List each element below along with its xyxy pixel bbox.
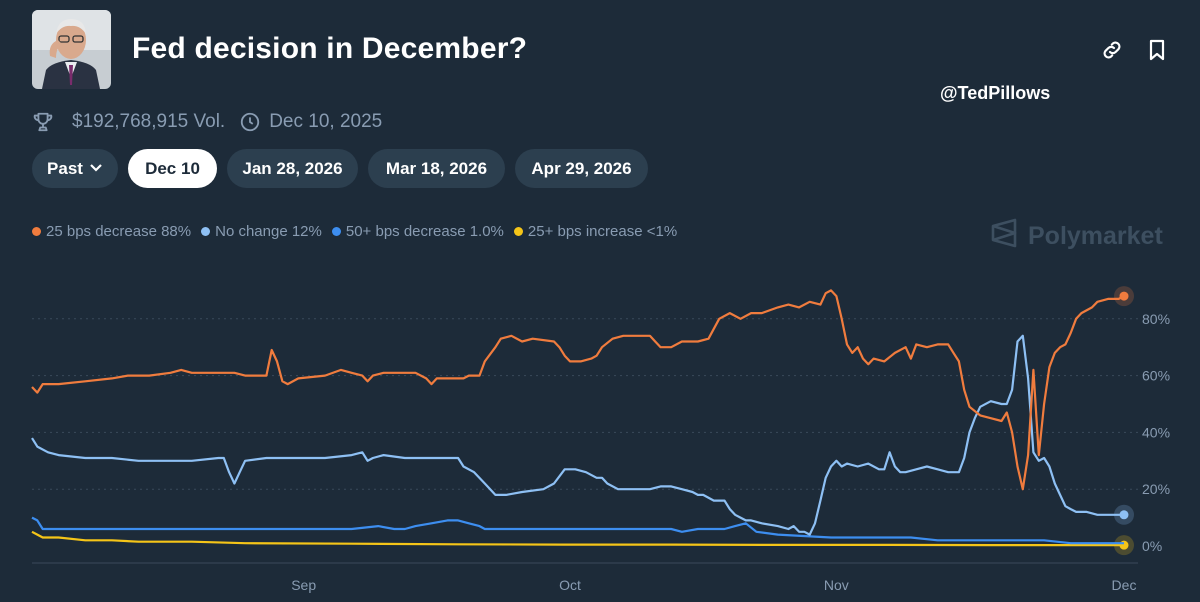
x-tick-label: Oct bbox=[559, 577, 581, 593]
link-icon[interactable] bbox=[1100, 38, 1124, 62]
tab-past[interactable]: Past bbox=[32, 149, 118, 188]
legend-item: 25+ bps increase <1% bbox=[513, 223, 678, 240]
legend-dot bbox=[513, 227, 523, 236]
series-endpoint bbox=[1119, 540, 1129, 550]
x-tick-label: Dec bbox=[1112, 577, 1137, 593]
legend-label: 25+ bps increase <1% bbox=[527, 223, 678, 240]
legend-dot bbox=[32, 227, 41, 236]
tab-label: Past bbox=[47, 158, 83, 178]
tab-label: Dec 10 bbox=[145, 158, 200, 178]
legend-item: No change 12% bbox=[201, 223, 322, 240]
tab-label: Jan 28, 2026 bbox=[242, 158, 343, 178]
tab-apr-29-2026[interactable]: Apr 29, 2026 bbox=[515, 149, 648, 188]
market-title: Fed decision in December? bbox=[132, 32, 528, 65]
legend-label: 50+ bps decrease 1.0% bbox=[345, 223, 504, 240]
series-line bbox=[31, 516, 1124, 545]
tab-dec-10[interactable]: Dec 10 bbox=[128, 149, 217, 188]
watermark-username: @TedPillows bbox=[940, 83, 1051, 103]
y-tick-label: 60% bbox=[1142, 368, 1170, 384]
y-tick-label: 20% bbox=[1142, 481, 1170, 497]
bookmark-icon[interactable] bbox=[1145, 38, 1169, 62]
series-endpoint bbox=[1119, 291, 1129, 301]
market-meta: $192,768,915 Vol. Dec 10, 2025 bbox=[32, 110, 382, 134]
tab-label: Apr 29, 2026 bbox=[531, 158, 632, 178]
trophy-icon bbox=[32, 111, 54, 133]
y-tick-label: 0% bbox=[1142, 538, 1162, 554]
series-endpoint bbox=[1119, 510, 1129, 520]
chevron-down-icon bbox=[89, 159, 103, 179]
polymarket-brand: Polymarket bbox=[990, 218, 1163, 255]
legend-dot bbox=[201, 227, 211, 236]
chart-legend: 25 bps decrease 88% No change 12% 50+ bp… bbox=[32, 223, 687, 240]
legend-label: No change 12% bbox=[215, 223, 322, 240]
x-tick-label: Nov bbox=[824, 577, 849, 593]
legend-item: 50+ bps decrease 1.0% bbox=[331, 223, 504, 240]
tab-jan-28-2026[interactable]: Jan 28, 2026 bbox=[227, 149, 358, 188]
series-line bbox=[31, 334, 1124, 536]
polymarket-wordmark: Polymarket bbox=[1028, 222, 1163, 250]
series-line bbox=[31, 530, 1124, 547]
clock-icon bbox=[239, 111, 261, 133]
volume-text: $192,768,915 Vol. bbox=[72, 111, 226, 132]
y-tick-label: 80% bbox=[1142, 311, 1170, 327]
tab-mar-18-2026[interactable]: Mar 18, 2026 bbox=[368, 149, 505, 188]
y-tick-label: 40% bbox=[1142, 424, 1170, 440]
market-avatar bbox=[32, 10, 111, 89]
x-tick-label: Sep bbox=[291, 577, 316, 593]
legend-label: 25 bps decrease 88% bbox=[46, 223, 192, 240]
legend-item: 25 bps decrease 88% bbox=[32, 223, 191, 240]
tab-label: Mar 18, 2026 bbox=[385, 158, 488, 178]
end-date-text: Dec 10, 2025 bbox=[269, 111, 383, 132]
series-line bbox=[31, 289, 1125, 491]
legend-dot bbox=[331, 227, 341, 236]
polymarket-logo-icon bbox=[990, 218, 1018, 255]
